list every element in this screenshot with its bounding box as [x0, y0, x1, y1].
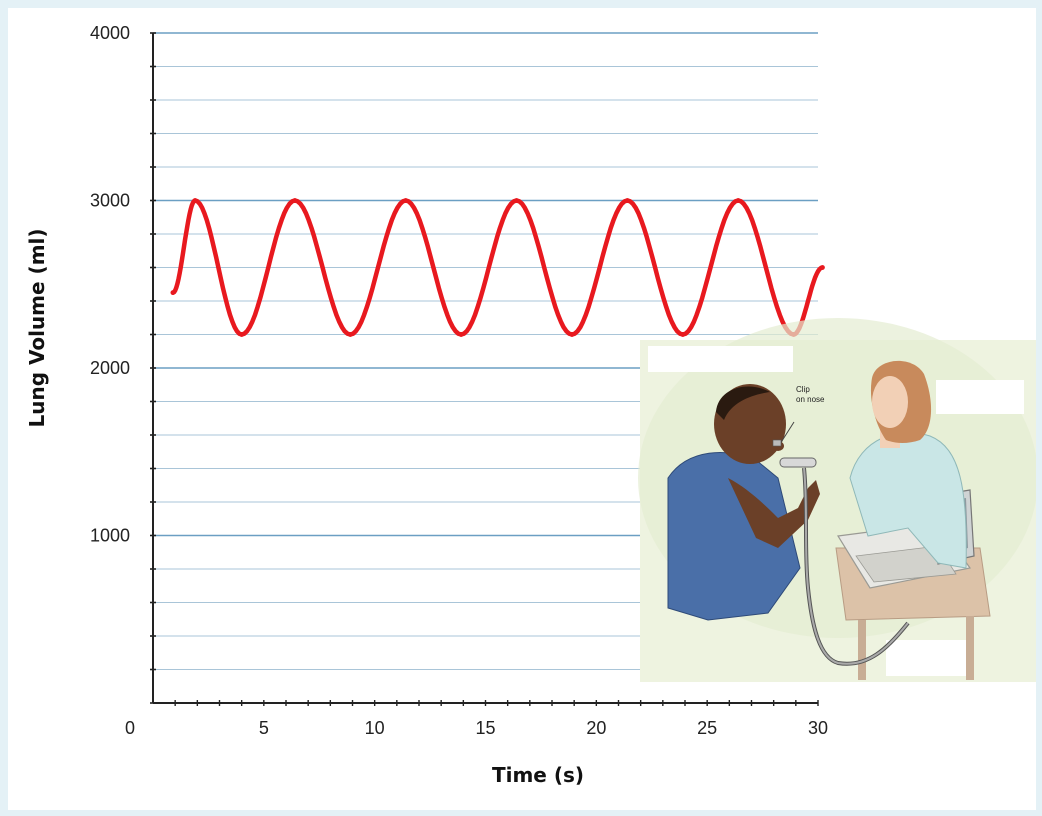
blank-label-box — [936, 380, 1024, 414]
axes — [150, 32, 819, 706]
data-point — [624, 198, 630, 203]
patient-arm — [728, 478, 820, 548]
y-tick-label: 3000 — [90, 191, 130, 211]
y-tick-label: 4000 — [90, 23, 130, 43]
x-tick-label: 30 — [808, 718, 828, 738]
data-point — [347, 332, 353, 337]
data-point — [292, 198, 298, 203]
x-axis-title: Time (s) — [492, 763, 584, 787]
data-point — [735, 198, 741, 203]
lung-volume-chart: 1000 2000 3000 4000 0 5 10 15 20 25 30 Time (s) Lu… — [25, 23, 1036, 787]
clip-pointer-line — [779, 421, 795, 445]
spirometer-mouthpiece — [779, 457, 817, 468]
x-tick-label: 25 — [697, 718, 717, 738]
grid-lines — [153, 32, 818, 670]
data-point — [680, 332, 686, 337]
data-point — [403, 198, 409, 203]
y-axis-title: Lung Volume (ml) — [25, 228, 49, 427]
blank-label-box — [648, 346, 793, 372]
annotation-clip: Clip — [796, 385, 810, 394]
nurse-scrubs — [849, 432, 967, 569]
series-group — [170, 198, 825, 337]
x-tick-label: 5 — [259, 718, 269, 738]
x-tick-label: 20 — [586, 718, 606, 738]
data-point — [820, 265, 825, 270]
annotation-on-nose: on nose — [796, 395, 825, 404]
spirometer-tube-highlight — [803, 467, 909, 665]
data-point — [514, 198, 519, 203]
data-point — [170, 290, 176, 296]
x-tick-label: 10 — [365, 718, 385, 738]
data-point — [458, 332, 464, 337]
cart-leg — [966, 616, 974, 680]
cart-leg — [858, 620, 866, 680]
data-point — [192, 198, 198, 203]
data-point — [239, 332, 245, 337]
volume-series-line — [170, 198, 825, 337]
data-point — [569, 332, 575, 337]
spirometry-illustration: Clip on nose — [638, 318, 1036, 682]
y-tick-label: 2000 — [90, 358, 130, 378]
y-tick-label: 1000 — [90, 526, 130, 546]
chart-frame: 1000 2000 3000 4000 0 5 10 15 20 25 30 Time (s) Lu… — [8, 8, 1036, 810]
x-tick-label: 0 — [125, 718, 135, 738]
nurse-face — [872, 376, 908, 428]
nose-clip — [772, 439, 782, 447]
patient-hair — [716, 386, 770, 420]
blank-label-box — [886, 640, 970, 676]
x-tick-label: 15 — [475, 718, 495, 738]
tick-labels: 1000 2000 3000 4000 0 5 10 15 20 25 30 — [90, 23, 828, 738]
